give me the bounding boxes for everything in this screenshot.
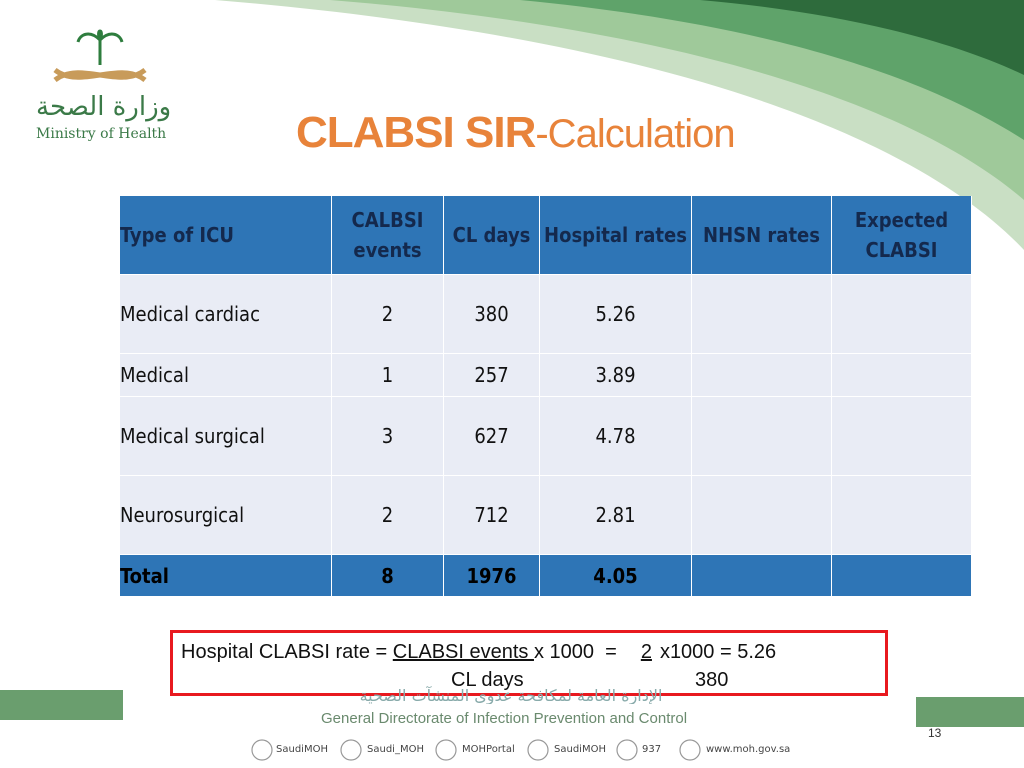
- formula-denominator: CL days: [451, 669, 524, 691]
- header-cell: NHSN rates: [692, 196, 832, 275]
- header-cell: Type of ICU: [120, 196, 332, 275]
- total-cell: 8: [332, 555, 444, 597]
- table-cell: Medical: [120, 354, 332, 397]
- table-cell: 1: [332, 354, 444, 397]
- page-number: 13: [928, 726, 942, 740]
- formula-numerator: CLABSI events: [392, 641, 534, 663]
- social-label: 937: [642, 744, 662, 755]
- social-label: www.moh.gov.sa: [706, 744, 791, 755]
- formula-result: x1000 = 5.26: [659, 641, 777, 663]
- header-cell: CALBSI events: [332, 196, 444, 275]
- table-cell: 2.81: [540, 476, 692, 555]
- logo: [53, 29, 147, 83]
- social-icons: [251, 739, 701, 761]
- total-cell: 4.05: [540, 555, 692, 597]
- footer-english: General Directorate of Infection Prevent…: [321, 710, 688, 727]
- formula-lead: Hospital CLABSI rate =: [181, 641, 393, 663]
- table-cell: 627: [444, 397, 540, 476]
- table-cell: 2: [332, 275, 444, 354]
- title-bold: CLABSI SIR: [296, 108, 536, 157]
- empty-cell: [692, 476, 832, 555]
- table-cell: 380: [444, 275, 540, 354]
- empty-cell: [692, 354, 832, 397]
- empty-cell: [832, 555, 972, 597]
- table-cell: 257: [444, 354, 540, 397]
- table-cell: Medical surgical: [120, 397, 332, 476]
- footer-bar-left: [0, 690, 123, 720]
- logo-arabic: وزارة الصحة: [36, 92, 172, 122]
- empty-cell: [832, 397, 972, 476]
- social-label: MOHPortal: [462, 744, 515, 755]
- table-cell: 712: [444, 476, 540, 555]
- table-cell: Medical cardiac: [120, 275, 332, 354]
- social-label: Saudi_MOH: [367, 744, 424, 755]
- swoosh-dark: [520, 0, 1024, 140]
- empty-cell: [832, 476, 972, 555]
- table-cell: 3: [332, 397, 444, 476]
- empty-cell: [692, 275, 832, 354]
- empty-cell: [832, 354, 972, 397]
- formula-box: Hospital CLABSI rate = CLABSI events x 1…: [170, 630, 888, 696]
- total-cell: 1976: [444, 555, 540, 597]
- formula-value-denominator: 380: [695, 669, 729, 691]
- table-cell: 4.78: [540, 397, 692, 476]
- header-cell: Hospital rates: [540, 196, 692, 275]
- empty-cell: [692, 555, 832, 597]
- social-label: SaudiMOH: [276, 744, 328, 755]
- swoosh-darkest: [700, 0, 1024, 75]
- title-rest: -Calculation: [535, 112, 735, 156]
- formula-times: x 1000 =: [533, 641, 617, 663]
- logo-english: Ministry of Health: [36, 126, 167, 142]
- table-cell: 3.89: [540, 354, 692, 397]
- header-cell: CL days: [444, 196, 540, 275]
- formula-value-numerator: 2: [640, 641, 652, 663]
- footer-arabic: الإدارة العامة لمكافحة عدوى المنشآت الصح…: [359, 686, 663, 704]
- slide-title: CLABSI SIR-Calculation: [296, 108, 736, 158]
- total-cell: Total: [120, 555, 332, 597]
- social-label: SaudiMOH: [554, 744, 606, 755]
- formula-line: Hospital CLABSI rate = CLABSI events x 1…: [181, 641, 776, 664]
- table-cell: 2: [332, 476, 444, 555]
- table-cell: Neurosurgical: [120, 476, 332, 555]
- empty-cell: [692, 397, 832, 476]
- header-cell: Expected CLABSI: [832, 196, 972, 275]
- footer-bar-right: [916, 697, 1024, 727]
- empty-cell: [832, 275, 972, 354]
- table-cell: 5.26: [540, 275, 692, 354]
